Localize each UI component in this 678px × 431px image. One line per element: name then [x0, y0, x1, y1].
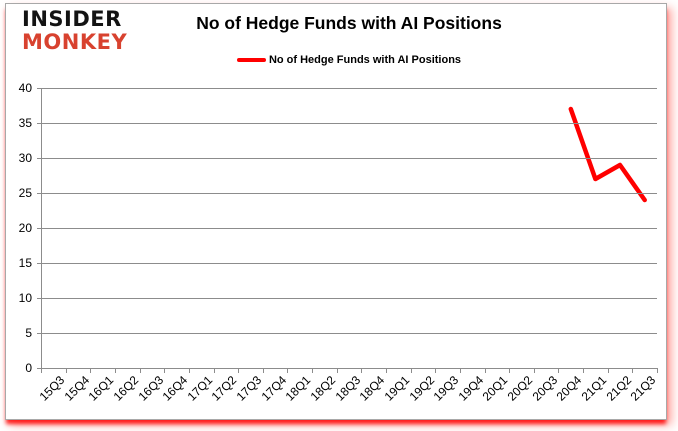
- legend: No of Hedge Funds with AI Positions: [41, 54, 657, 66]
- x-axis-tick: [632, 368, 634, 373]
- logo-text-insider: INSIDER: [22, 7, 122, 31]
- insider-monkey-logo: INSIDER MONKEY: [22, 8, 127, 54]
- x-axis-tick: [607, 368, 609, 373]
- x-axis-tick: [386, 368, 387, 373]
- x-axis-tick: [435, 368, 437, 373]
- y-axis-tick-label: 15: [18, 256, 32, 270]
- y-axis-tick-label: 35: [18, 116, 32, 130]
- chart-frame: INSIDER MONKEY No of Hedge Funds with AI…: [5, 3, 667, 420]
- plot-area: 0 5 10 15 20 25 30 35 40 15Q3 15Q4 16Q1 16Q2 16Q3 16Q4…: [6, 4, 666, 419]
- gridline-y-5: [37, 333, 657, 334]
- x-axis-tick: [41, 368, 42, 373]
- logo-text-monkey: MONKEY: [22, 30, 128, 54]
- x-axis-tick: [65, 368, 67, 373]
- x-axis-tick: [139, 368, 141, 373]
- gridline-y-10: [37, 298, 657, 299]
- x-axis-tick: [213, 368, 215, 373]
- gridline-y-40: [37, 88, 657, 89]
- legend-line-marker: [236, 58, 266, 62]
- y-axis-tick-label: 5: [25, 326, 32, 340]
- x-axis-tick: [336, 368, 338, 373]
- chart-title: No of Hedge Funds with AI Positions: [196, 13, 502, 33]
- y-axis-tick-label: 25: [18, 186, 32, 200]
- legend-label: No of Hedge Funds with AI Positions: [268, 54, 462, 66]
- x-axis-tick: [533, 368, 535, 373]
- gridline-y-30: [37, 158, 657, 159]
- x-axis-tick: [90, 368, 92, 373]
- x-axis-tick: [558, 368, 560, 373]
- y-axis-tick-label: 10: [18, 291, 32, 305]
- x-axis-tick: [410, 368, 412, 373]
- x-axis-tick: [188, 368, 190, 373]
- x-axis-tick: [484, 368, 486, 373]
- x-axis-tick: [459, 368, 461, 373]
- gridline-y-0: [37, 368, 657, 369]
- x-axis-tick: [287, 368, 289, 373]
- x-axis-tick: [238, 368, 240, 373]
- x-axis-tick: [361, 368, 363, 373]
- hedge-funds-series-line: [568, 106, 647, 203]
- gridline-y-25: [37, 193, 657, 194]
- x-axis-tick: [164, 368, 166, 373]
- y-axis-tick-label: 40: [18, 81, 32, 95]
- x-axis-tick: [509, 368, 511, 373]
- y-axis-tick-label: 0: [25, 361, 32, 375]
- series-line-svg: [568, 106, 647, 203]
- y-axis-tick-label: 20: [18, 221, 32, 235]
- x-axis-tick: [583, 368, 585, 373]
- y-axis-tick-label: 30: [18, 151, 32, 165]
- gridline-y-20: [37, 228, 657, 229]
- gridline-y-35: [37, 123, 657, 124]
- x-axis-tick: [312, 368, 313, 373]
- x-axis-tick: [262, 368, 264, 373]
- gridline-y-15: [37, 263, 657, 264]
- x-axis-tick: [114, 368, 116, 373]
- x-axis-tick: [657, 368, 658, 373]
